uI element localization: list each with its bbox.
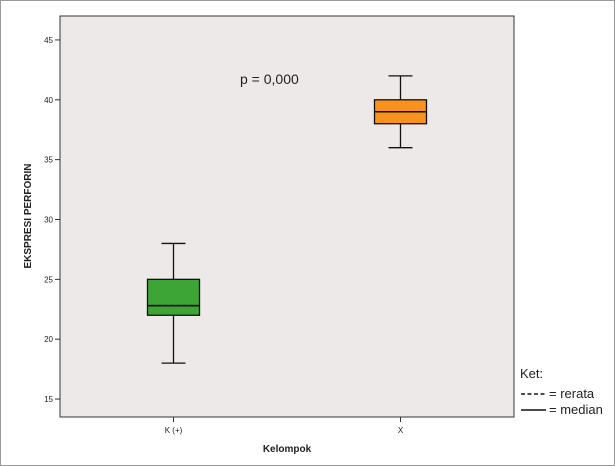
legend-item-median: = median [549, 402, 603, 417]
legend-title: Ket: [520, 366, 543, 381]
x-axis-title: Kelompok [263, 444, 312, 455]
box-group [373, 75, 428, 149]
plot-area [59, 15, 515, 418]
p-value-annotation: p = 0,000 [240, 71, 299, 87]
y-tick-label: 20 [44, 335, 53, 344]
iqr-box [146, 278, 201, 316]
x-axis: K (+) X [165, 417, 404, 435]
legend: Ket: = rerata = median [520, 366, 603, 417]
x-tick-label: X [398, 426, 404, 435]
y-tick-label: 35 [44, 156, 53, 165]
y-tick-label: 15 [44, 395, 53, 404]
y-tick-label: 25 [44, 275, 53, 284]
y-axis: 15 20 25 30 35 40 45 [44, 36, 60, 404]
y-tick-label: 45 [44, 36, 53, 45]
y-axis-title: EKSPRESI PERFORIN [23, 163, 34, 268]
box-group [146, 242, 201, 364]
x-tick-label: K (+) [165, 426, 183, 435]
y-tick-label: 40 [44, 96, 53, 105]
boxes [146, 75, 428, 364]
legend-item-rerata: = rerata [549, 386, 595, 401]
y-tick-label: 30 [44, 215, 53, 224]
